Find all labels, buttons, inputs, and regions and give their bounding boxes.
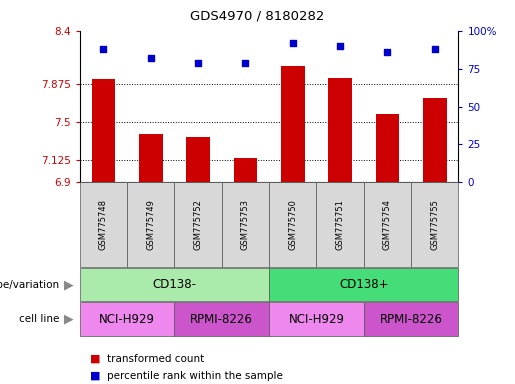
Point xyxy=(383,49,391,55)
Text: ■: ■ xyxy=(90,354,100,364)
Text: GSM775748: GSM775748 xyxy=(99,199,108,250)
Bar xyxy=(234,158,258,182)
Bar xyxy=(423,98,447,182)
Point xyxy=(99,46,108,52)
Text: transformed count: transformed count xyxy=(107,354,204,364)
Point xyxy=(336,43,344,49)
Text: ■: ■ xyxy=(90,371,100,381)
Point xyxy=(147,55,155,61)
Point xyxy=(431,46,439,52)
Text: CD138-: CD138- xyxy=(152,278,196,291)
Text: CD138+: CD138+ xyxy=(339,278,388,291)
Bar xyxy=(92,79,115,182)
Bar xyxy=(328,78,352,182)
Text: GSM775750: GSM775750 xyxy=(288,199,297,250)
Bar xyxy=(375,114,399,182)
Text: ▶: ▶ xyxy=(64,278,74,291)
Text: GSM775749: GSM775749 xyxy=(146,199,156,250)
Text: RPMI-8226: RPMI-8226 xyxy=(191,313,253,326)
Bar xyxy=(139,134,163,182)
Point xyxy=(194,60,202,66)
Text: genotype/variation: genotype/variation xyxy=(0,280,59,290)
Text: NCI-H929: NCI-H929 xyxy=(288,313,345,326)
Text: RPMI-8226: RPMI-8226 xyxy=(380,313,442,326)
Text: GSM775755: GSM775755 xyxy=(430,199,439,250)
Point xyxy=(242,60,250,66)
Text: NCI-H929: NCI-H929 xyxy=(99,313,155,326)
Bar xyxy=(186,137,210,182)
Text: cell line: cell line xyxy=(19,314,59,324)
Text: percentile rank within the sample: percentile rank within the sample xyxy=(107,371,283,381)
Text: ▶: ▶ xyxy=(64,313,74,326)
Point xyxy=(288,40,297,46)
Text: GSM775751: GSM775751 xyxy=(336,199,345,250)
Bar xyxy=(281,66,304,182)
Text: GSM775752: GSM775752 xyxy=(194,199,202,250)
Text: GSM775754: GSM775754 xyxy=(383,199,392,250)
Text: GSM775753: GSM775753 xyxy=(241,199,250,250)
Text: GDS4970 / 8180282: GDS4970 / 8180282 xyxy=(191,10,324,23)
